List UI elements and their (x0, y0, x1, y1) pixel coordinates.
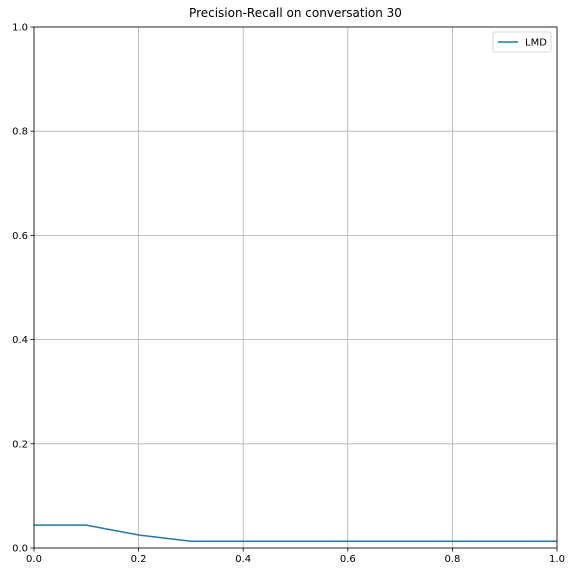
y-tick-label: 1.0 (12, 23, 28, 34)
y-tick-label: 0.4 (12, 335, 28, 346)
x-tick-label: 0.6 (340, 554, 356, 565)
x-tick-label: 0.0 (26, 554, 42, 565)
x-tick-label: 0.2 (131, 554, 147, 565)
y-tick-label: 0.2 (12, 439, 28, 450)
y-tick-label: 0.0 (12, 544, 28, 555)
legend: LMD (492, 31, 552, 53)
plot-frame (33, 26, 558, 549)
x-tick-label: 0.8 (444, 554, 460, 565)
chart-title: Precision-Recall on conversation 30 (189, 6, 402, 20)
series-line (34, 524, 557, 542)
legend-box (492, 31, 552, 53)
y-tick-label: 0.6 (12, 231, 28, 242)
legend-label: LMD (525, 38, 547, 49)
x-tick-label: 1.0 (549, 554, 565, 565)
y-tick-label: 0.8 (12, 127, 28, 138)
x-tick-label: 0.4 (235, 554, 251, 565)
